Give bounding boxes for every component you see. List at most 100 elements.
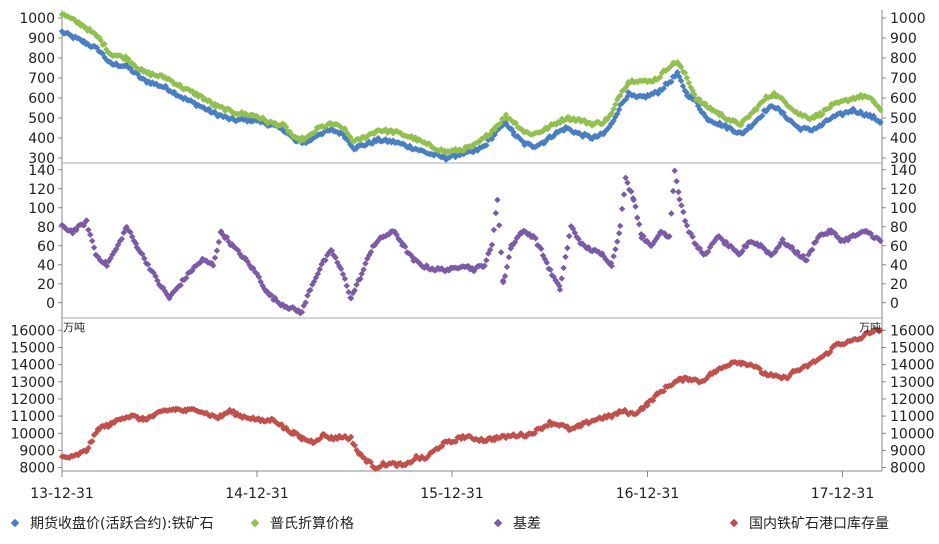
data-point (491, 227, 497, 233)
legend-marker-icon (730, 519, 738, 527)
data-point (634, 215, 640, 221)
y-tick-label-left: 8000 (19, 461, 55, 477)
x-tick-label: 17-12-31 (811, 486, 875, 502)
y-tick-label-right: 120 (890, 182, 917, 198)
unit-label-left: 万吨 (63, 321, 85, 334)
legend-item-basis: 基差 (495, 513, 541, 533)
legend-label: 基差 (513, 513, 541, 533)
data-point (89, 238, 95, 244)
y-tick-label-left: 60 (37, 239, 55, 255)
legend-label: 普氏折算价格 (270, 513, 354, 533)
data-point (680, 209, 686, 215)
y-tick-label-right: 20 (890, 277, 908, 293)
y-tick-label-right: 800 (890, 51, 917, 67)
data-point (496, 222, 502, 228)
series-price (59, 28, 884, 163)
data-point (632, 203, 638, 209)
data-point (91, 244, 97, 250)
y-tick-label-right: 400 (890, 131, 917, 147)
data-point (617, 223, 623, 229)
y-tick-label-right: 140 (890, 163, 917, 179)
y-tick-label-left: 0 (46, 296, 55, 312)
data-point (612, 246, 618, 252)
data-point (566, 233, 572, 239)
y-tick-label-left: 15000 (10, 340, 55, 356)
unit-label-right: 万吨 (859, 321, 881, 334)
y-tick-label-left: 800 (28, 51, 55, 67)
legend-marker-icon (494, 519, 502, 527)
y-tick-label-right: 15000 (890, 340, 935, 356)
y-tick-label-left: 100 (28, 201, 55, 217)
y-tick-label-left: 12000 (10, 392, 55, 408)
data-point (483, 257, 489, 263)
y-tick-label-right: 14000 (890, 358, 935, 374)
data-point (619, 206, 625, 212)
data-point (559, 275, 565, 281)
y-tick-label-right: 600 (890, 91, 917, 107)
series-inventory (59, 326, 884, 472)
data-point (616, 230, 622, 236)
y-tick-label-left: 16000 (10, 323, 55, 339)
y-tick-label-right: 11000 (890, 409, 935, 425)
data-point (676, 196, 682, 202)
legend-item-platts: 普氏折算价格 (252, 513, 354, 533)
y-tick-label-left: 600 (28, 91, 55, 107)
y-tick-label-left: 13000 (10, 375, 55, 391)
data-point (564, 245, 570, 251)
legend-item-inventory: 国内铁矿石港口库存量 (731, 513, 889, 533)
y-tick-label-left: 120 (28, 182, 55, 198)
data-point (621, 191, 627, 197)
y-tick-label-right: 700 (890, 71, 917, 87)
x-tick-label: 16-12-31 (616, 486, 680, 502)
data-point (672, 168, 678, 174)
y-tick-label-right: 12000 (890, 392, 935, 408)
data-point (212, 255, 218, 261)
data-point (216, 239, 222, 245)
y-tick-label-right: 10000 (890, 426, 935, 442)
legend-marker-icon (11, 519, 19, 527)
y-tick-label-left: 500 (28, 111, 55, 127)
x-tick-label: 13-12-31 (30, 486, 94, 502)
data-point (678, 202, 684, 208)
data-point (489, 242, 495, 248)
data-point (344, 283, 350, 289)
y-tick-label-left: 400 (28, 131, 55, 147)
data-point (673, 178, 679, 184)
y-tick-label-right: 40 (890, 258, 908, 274)
data-point (348, 295, 354, 301)
y-tick-label-left: 900 (28, 31, 55, 47)
y-tick-label-right: 900 (890, 31, 917, 47)
y-tick-label-right: 9000 (890, 443, 926, 459)
series-basis (59, 168, 884, 317)
data-point (636, 221, 642, 227)
data-point (668, 210, 674, 216)
data-point (504, 264, 510, 270)
data-point (614, 238, 620, 244)
y-tick-label-left: 700 (28, 71, 55, 87)
data-point (560, 265, 566, 271)
y-tick-label-right: 16000 (890, 323, 935, 339)
legend-item-futures: 期货收盘价(活跃合约):铁矿石 (12, 513, 214, 533)
y-tick-label-right: 1000 (890, 11, 926, 27)
y-tick-label-right: 60 (890, 239, 908, 255)
y-tick-label-left: 14000 (10, 358, 55, 374)
data-point (562, 254, 568, 260)
data-point (675, 189, 681, 195)
data-point (610, 253, 616, 259)
y-tick-label-left: 10000 (10, 426, 55, 442)
y-tick-label-left: 80 (37, 220, 55, 236)
data-point (493, 210, 499, 216)
data-point (494, 197, 500, 203)
y-tick-label-left: 1000 (19, 11, 55, 27)
y-tick-label-right: 8000 (890, 461, 926, 477)
legend-label: 国内铁矿石港口库存量 (749, 513, 889, 533)
legend-label: 期货收盘价(活跃合约):铁矿石 (30, 513, 214, 533)
data-point (506, 254, 512, 260)
marks-layer (59, 11, 884, 472)
series-price (59, 11, 884, 156)
y-tick-label-left: 140 (28, 163, 55, 179)
y-tick-label-left: 11000 (10, 409, 55, 425)
data-point (214, 248, 220, 254)
